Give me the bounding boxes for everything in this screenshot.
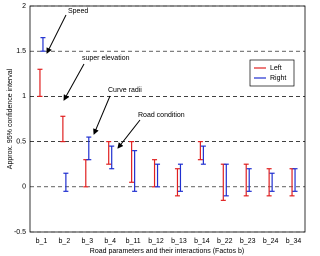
annotation: Speed bbox=[68, 8, 88, 15]
error-bar bbox=[86, 136, 92, 161]
annotation: super elevation bbox=[82, 55, 130, 62]
error-bar bbox=[292, 168, 298, 192]
legend-box bbox=[249, 59, 295, 87]
error-bar bbox=[129, 141, 135, 183]
error-bar bbox=[174, 168, 180, 197]
x-tick-label: b_1 bbox=[36, 238, 48, 245]
x-axis-title: Road parameters and their interactions (… bbox=[90, 248, 244, 255]
x-tick-label: b_3 bbox=[81, 238, 93, 245]
error-bar bbox=[220, 163, 226, 201]
error-bar bbox=[37, 68, 43, 98]
x-tick-label: b_34 bbox=[286, 238, 302, 245]
x-tick-label: b_13 bbox=[171, 238, 187, 245]
y-tick-label: 2 bbox=[22, 3, 26, 10]
legend-label: Left bbox=[270, 65, 282, 72]
error-bar bbox=[266, 168, 272, 197]
annotation-arrow bbox=[63, 63, 85, 101]
error-bar bbox=[83, 159, 89, 188]
x-tick-label: b_4 bbox=[104, 238, 116, 245]
annotation: Road condition bbox=[138, 112, 185, 119]
legend-label: Right bbox=[270, 75, 286, 82]
error-bar bbox=[200, 145, 206, 165]
error-bar bbox=[60, 115, 66, 143]
error-bar bbox=[63, 172, 69, 192]
x-tick-label: b_22 bbox=[217, 238, 233, 245]
y-axis-title: Approx. 95% confidence interval bbox=[7, 68, 14, 169]
annotation-arrow bbox=[93, 95, 111, 135]
error-bar bbox=[132, 150, 138, 192]
error-bar bbox=[155, 163, 161, 188]
error-bar bbox=[246, 168, 252, 192]
annotation-arrow bbox=[117, 119, 141, 149]
error-bar bbox=[106, 141, 112, 165]
error-bar bbox=[223, 163, 229, 197]
y-tick-label: 0.5 bbox=[16, 138, 26, 145]
annotation-arrow bbox=[46, 14, 67, 54]
error-bar bbox=[177, 163, 183, 192]
x-tick-label: b_2 bbox=[59, 238, 71, 245]
x-tick-label: b_14 bbox=[194, 238, 210, 245]
error-bar bbox=[269, 172, 275, 192]
error-bar bbox=[197, 141, 203, 161]
x-tick-label: b_12 bbox=[148, 238, 164, 245]
y-tick-label: 1.5 bbox=[16, 48, 26, 55]
x-tick-label: b_23 bbox=[240, 238, 256, 245]
annotation: Curve radii bbox=[108, 87, 142, 94]
error-bar bbox=[40, 37, 46, 52]
error-bar bbox=[243, 163, 249, 197]
x-tick-label: b_11 bbox=[126, 238, 141, 245]
y-tick-label: -0.5 bbox=[14, 229, 26, 236]
y-tick-label: 0 bbox=[22, 184, 26, 191]
x-tick-label: b_24 bbox=[263, 238, 279, 245]
y-tick-label: 1 bbox=[22, 93, 26, 100]
chart: Approx. 95% confidence interval Road par… bbox=[7, 3, 306, 255]
plot-frame bbox=[29, 5, 306, 233]
error-bar bbox=[109, 145, 115, 170]
